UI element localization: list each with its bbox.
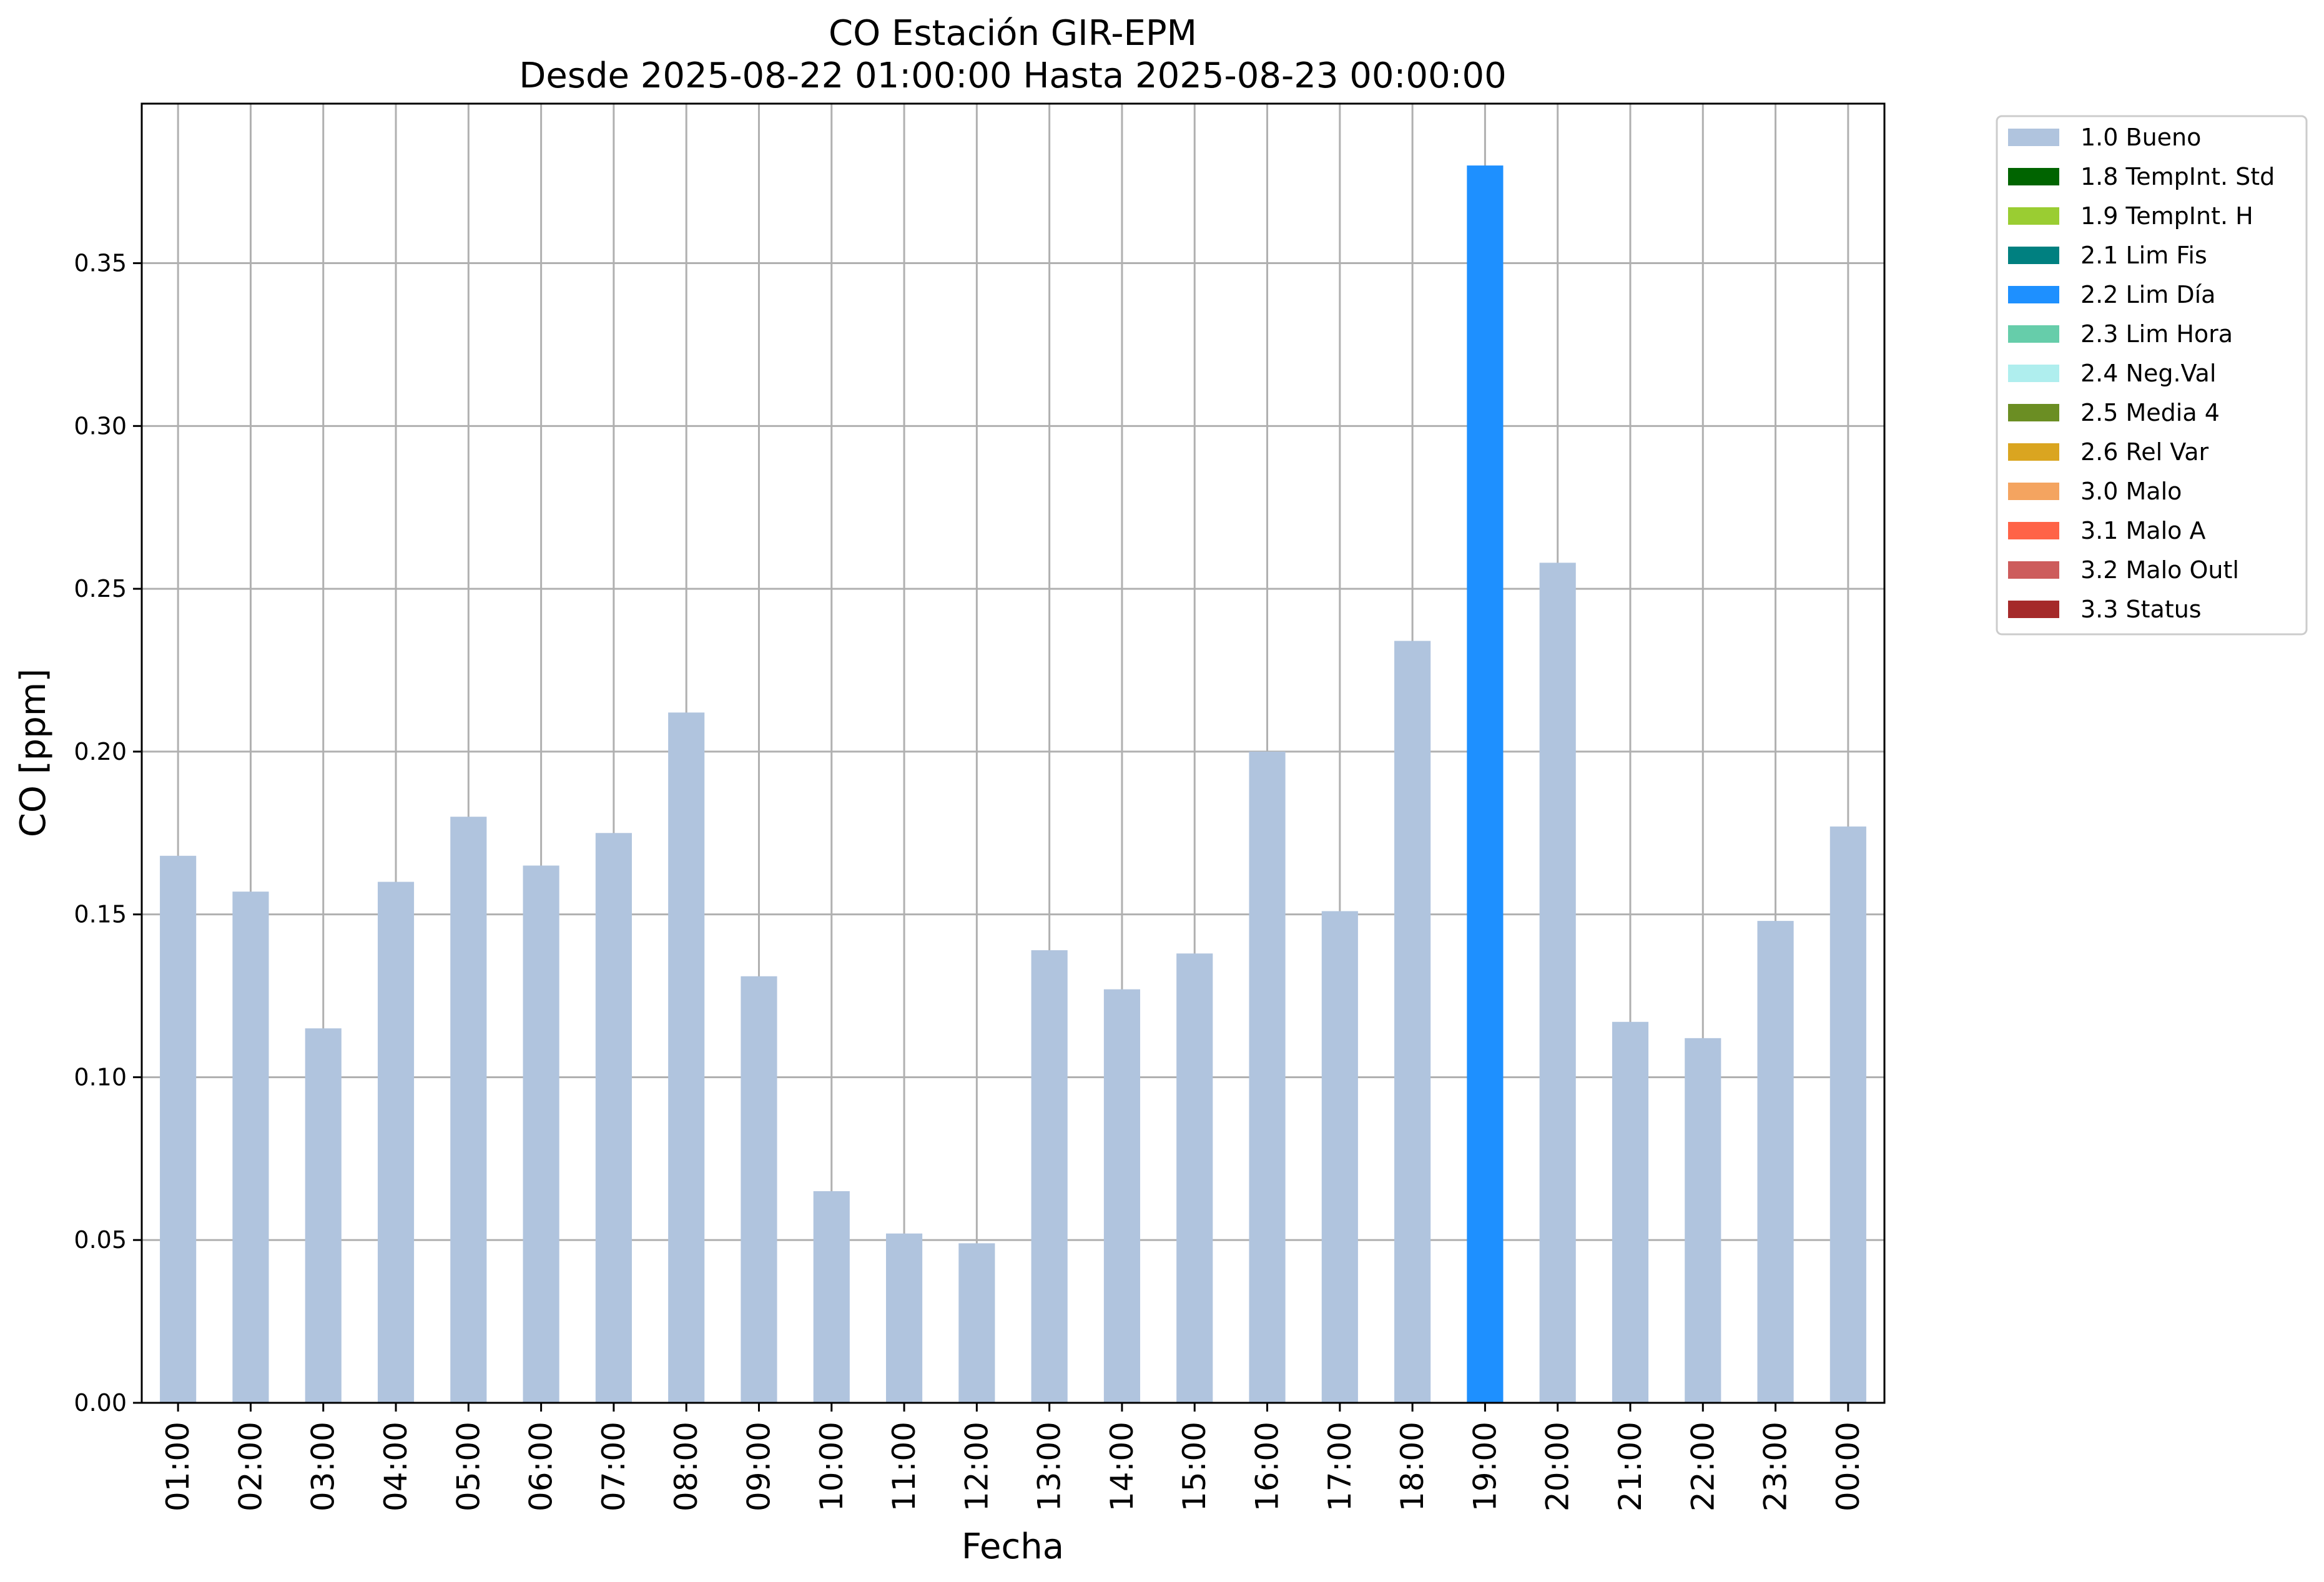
bar-12:00 <box>958 1243 995 1403</box>
x-tick-label: 21:00 <box>1612 1422 1648 1511</box>
legend-swatch <box>2008 168 2059 185</box>
x-tick-label: 08:00 <box>668 1422 704 1511</box>
x-tick-label: 12:00 <box>958 1422 995 1511</box>
x-tick-label: 03:00 <box>305 1422 342 1511</box>
bar-23:00 <box>1757 921 1794 1403</box>
legend-label: 2.6 Rel Var <box>2080 438 2209 466</box>
x-tick-label: 11:00 <box>886 1422 922 1511</box>
legend-label: 3.1 Malo A <box>2080 517 2205 544</box>
bar-01:00 <box>160 855 197 1403</box>
bar-03:00 <box>305 1028 342 1403</box>
legend-label: 1.0 Bueno <box>2080 124 2201 151</box>
x-tick-label: 18:00 <box>1394 1422 1430 1511</box>
legend-label: 2.2 Lim Día <box>2080 281 2215 308</box>
legend-swatch <box>2008 325 2059 343</box>
y-tick-label: 0.35 <box>74 250 127 277</box>
legend-box <box>1996 115 2308 636</box>
x-tick-label: 13:00 <box>1032 1422 1068 1511</box>
legend-label: 3.3 Status <box>2080 596 2202 623</box>
y-tick-label: 0.10 <box>74 1063 127 1091</box>
x-axis-label: Fecha <box>962 1526 1064 1567</box>
legend-swatch <box>2008 207 2059 225</box>
legend-label: 2.4 Neg.Val <box>2080 360 2216 387</box>
bar-10:00 <box>813 1191 850 1403</box>
y-axis-label: CO [ppm] <box>13 669 54 837</box>
x-tick-label: 00:00 <box>1830 1422 1866 1511</box>
y-tick-label: 0.05 <box>74 1226 127 1254</box>
bar-17:00 <box>1321 911 1358 1403</box>
legend-swatch <box>2008 601 2059 618</box>
plot-frame <box>140 102 1886 1404</box>
x-tick-label: 01:00 <box>160 1422 196 1511</box>
bar-13:00 <box>1031 950 1068 1403</box>
legend-items: 1.0 Bueno 1.8 TempInt. Std 1.9 TempInt. H 2… <box>2008 124 2275 623</box>
x-tick-label: 16:00 <box>1249 1422 1286 1511</box>
x-tick-label: 23:00 <box>1758 1422 1794 1511</box>
bar-15:00 <box>1176 953 1213 1403</box>
bar-11:00 <box>885 1233 923 1403</box>
legend-label: 2.5 Media 4 <box>2080 399 2220 426</box>
legend-label: 1.8 TempInt. Std <box>2080 163 2275 190</box>
y-tick-label: 0.30 <box>74 412 127 440</box>
legend: 1.0 Bueno 1.8 TempInt. Std 1.9 TempInt. H 2… <box>1996 115 2308 636</box>
legend-label: 3.2 Malo Outl <box>2080 556 2239 584</box>
bar-18:00 <box>1394 641 1431 1403</box>
bar-06:00 <box>523 865 559 1403</box>
legend-swatch <box>2008 286 2059 303</box>
bar-07:00 <box>595 833 632 1403</box>
x-tick-label: 04:00 <box>378 1422 414 1511</box>
x-tick-label: 14:00 <box>1104 1422 1140 1511</box>
x-tick-label: 10:00 <box>814 1422 850 1511</box>
bar-00:00 <box>1829 826 1866 1403</box>
y-tick-label: 0.20 <box>74 738 127 765</box>
y-tick-label: 0.00 <box>74 1389 127 1417</box>
legend-swatch <box>2008 443 2059 461</box>
bar-19:00 <box>1467 165 1504 1403</box>
bar-16:00 <box>1249 751 1286 1403</box>
x-tick-label: 22:00 <box>1685 1422 1721 1511</box>
legend-label: 1.9 TempInt. H <box>2080 202 2253 230</box>
x-tick-label: 02:00 <box>232 1422 268 1511</box>
legend-label: 3.0 Malo <box>2080 478 2182 505</box>
legend-swatch <box>2008 522 2059 539</box>
x-tick-label: 19:00 <box>1467 1422 1503 1511</box>
legend-swatch <box>2008 561 2059 579</box>
bar-22:00 <box>1685 1038 1721 1403</box>
x-tick-label: 17:00 <box>1322 1422 1358 1511</box>
chart-title: CO Estación GIR-EPM <box>829 13 1197 54</box>
legend-swatch <box>2008 404 2059 421</box>
legend-swatch <box>2008 365 2059 382</box>
bars-layer <box>160 165 1866 1403</box>
bar-21:00 <box>1612 1021 1649 1403</box>
legend-label: 2.1 Lim Fis <box>2080 242 2207 269</box>
x-tick-label: 15:00 <box>1176 1422 1213 1511</box>
x-tick-label: 07:00 <box>596 1422 632 1511</box>
x-axis-ticks: 01:00 02:00 03:00 04:00 05:00 06:00 07:00 08:00… <box>160 1403 1866 1511</box>
legend-swatch <box>2008 247 2059 264</box>
legend-swatch <box>2008 129 2059 146</box>
y-axis-ticks: 0.00 0.05 0.10 0.15 0.20 0.25 0.30 0.35 <box>74 250 142 1417</box>
x-tick-label: 09:00 <box>741 1422 777 1511</box>
bar-08:00 <box>668 712 705 1403</box>
x-tick-label: 05:00 <box>450 1422 486 1511</box>
legend-label: 2.3 Lim Hora <box>2080 320 2233 348</box>
x-tick-label: 20:00 <box>1540 1422 1576 1511</box>
bar-09:00 <box>741 976 777 1403</box>
legend-swatch <box>2008 483 2059 500</box>
bar-05:00 <box>450 817 487 1403</box>
bar-04:00 <box>377 882 415 1403</box>
y-tick-label: 0.15 <box>74 901 127 928</box>
bar-14:00 <box>1103 989 1141 1403</box>
bar-02:00 <box>232 892 269 1403</box>
chart-subtitle: Desde 2025-08-22 01:00:00 Hasta 2025-08-… <box>519 56 1507 96</box>
x-tick-label: 06:00 <box>523 1422 559 1511</box>
y-tick-label: 0.25 <box>74 575 127 602</box>
bar-20:00 <box>1539 563 1576 1403</box>
